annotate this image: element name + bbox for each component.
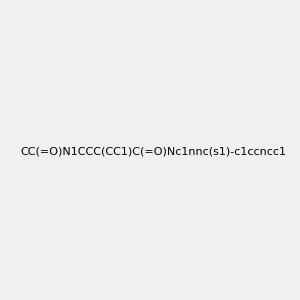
Text: CC(=O)N1CCC(CC1)C(=O)Nc1nnc(s1)-c1ccncc1: CC(=O)N1CCC(CC1)C(=O)Nc1nnc(s1)-c1ccncc1 [21,146,287,157]
